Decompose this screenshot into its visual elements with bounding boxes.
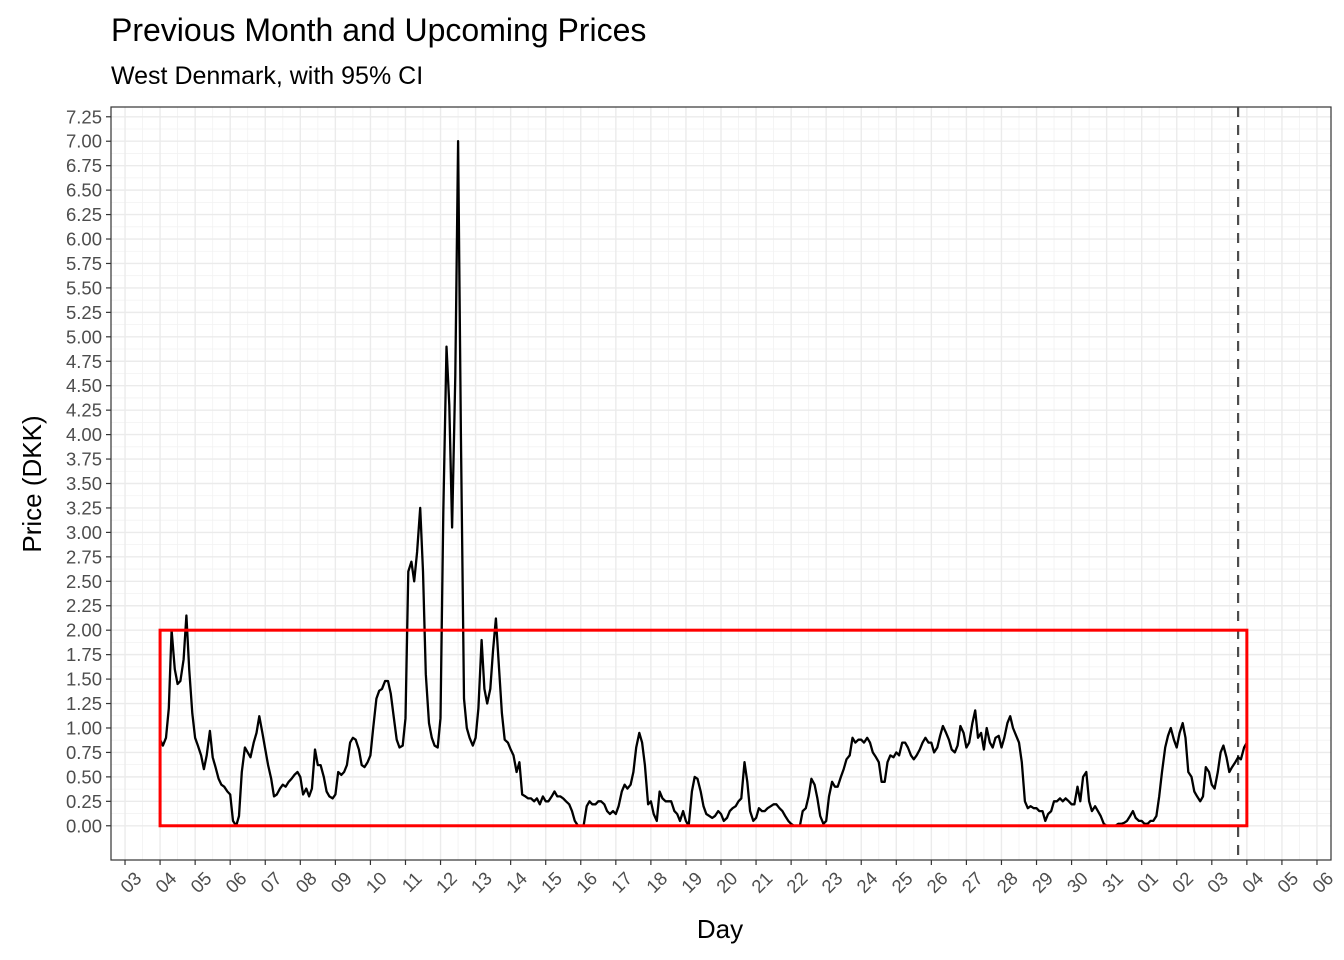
x-tick-label: 23: [817, 868, 846, 897]
x-tick-label: 03: [1203, 868, 1232, 897]
y-tick-label: 1.25: [66, 693, 102, 714]
x-tick-label: 09: [326, 868, 355, 897]
y-axis: 0.00 0.25 0.50 0.75 1.00 1.25 1.50 1.75 2.00 2.25…: [66, 106, 111, 836]
x-tick-label: 11: [397, 868, 425, 896]
y-tick-label: 7.25: [66, 106, 102, 127]
y-tick-label: 2.50: [66, 571, 102, 592]
x-tick-label: 10: [361, 868, 390, 897]
chart-subtitle: West Denmark, with 95% CI: [111, 62, 423, 90]
y-tick-label: 3.00: [66, 522, 102, 543]
x-tick-label: 16: [572, 868, 601, 897]
y-tick-label: 1.50: [66, 669, 102, 690]
y-tick-label: 3.75: [66, 449, 102, 470]
x-tick-label: 13: [467, 868, 496, 897]
x-tick-label: 06: [1308, 868, 1337, 897]
chart-title: Previous Month and Upcoming Prices: [111, 12, 646, 48]
x-tick-label: 21: [747, 868, 776, 897]
x-tick-label: 07: [256, 868, 285, 897]
x-tick-label: 02: [1168, 868, 1197, 897]
highlight-box: [158, 628, 1249, 828]
y-tick-label: 5.25: [66, 302, 102, 323]
x-tick-label: 14: [502, 868, 531, 897]
y-tick-label: 0.75: [66, 742, 102, 763]
x-tick-label: 25: [887, 868, 916, 897]
y-tick-label: 0.50: [66, 766, 102, 787]
x-axis: 03 04 05 06 07 08 09 10 11 12 13 14 15 16 17 18 19 20 21 22…: [116, 860, 1337, 897]
y-tick-label: 5.75: [66, 253, 102, 274]
x-tick-label: 22: [782, 868, 811, 897]
x-tick-label: 19: [677, 868, 706, 897]
y-tick-label: 3.25: [66, 497, 102, 518]
x-tick-label: 05: [186, 868, 215, 897]
x-tick-label: 29: [1028, 868, 1057, 897]
y-tick-label: 3.50: [66, 473, 102, 494]
x-tick-label: 24: [852, 868, 881, 897]
y-tick-label: 0.25: [66, 791, 102, 812]
x-axis-title: Day: [697, 914, 743, 944]
y-tick-label: 0.00: [66, 815, 102, 836]
x-tick-label: 05: [1273, 868, 1302, 897]
y-tick-label: 1.75: [66, 644, 102, 665]
x-tick-label: 28: [993, 868, 1022, 897]
x-tick-label: 01: [1133, 868, 1162, 897]
y-tick-label: 2.75: [66, 546, 102, 567]
x-tick-label: 20: [712, 868, 741, 897]
y-tick-label: 7.00: [66, 131, 102, 152]
x-tick-label: 30: [1063, 868, 1092, 897]
x-tick-label: 17: [607, 868, 636, 897]
x-tick-label: 04: [1238, 868, 1267, 897]
y-tick-label: 2.25: [66, 595, 102, 616]
y-tick-label: 6.75: [66, 155, 102, 176]
x-tick-label: 04: [151, 868, 180, 897]
y-tick-label: 4.00: [66, 424, 102, 445]
x-tick-label: 31: [1098, 868, 1127, 897]
x-tick-label: 27: [957, 868, 986, 897]
y-axis-title: Price (DKK): [17, 415, 47, 552]
y-tick-label: 2.00: [66, 620, 102, 641]
y-tick-label: 4.25: [66, 400, 102, 421]
y-tick-label: 1.00: [66, 717, 102, 738]
y-tick-label: 5.00: [66, 326, 102, 347]
y-tick-label: 6.50: [66, 180, 102, 201]
x-tick-label: 08: [291, 868, 320, 897]
x-tick-label: 26: [922, 868, 951, 897]
y-tick-label: 6.25: [66, 204, 102, 225]
x-tick-label: 18: [642, 868, 671, 897]
x-tick-label: 06: [221, 868, 250, 897]
y-tick-label: 6.00: [66, 229, 102, 250]
y-tick-label: 5.50: [66, 277, 102, 298]
y-tick-label: 4.75: [66, 351, 102, 372]
x-tick-label: 03: [116, 868, 145, 897]
price-series-line: [159, 140, 1248, 827]
x-tick-label: 15: [537, 868, 566, 897]
y-tick-label: 4.50: [66, 375, 102, 396]
major-gridlines: [111, 107, 1331, 860]
x-tick-label: 12: [432, 868, 461, 897]
